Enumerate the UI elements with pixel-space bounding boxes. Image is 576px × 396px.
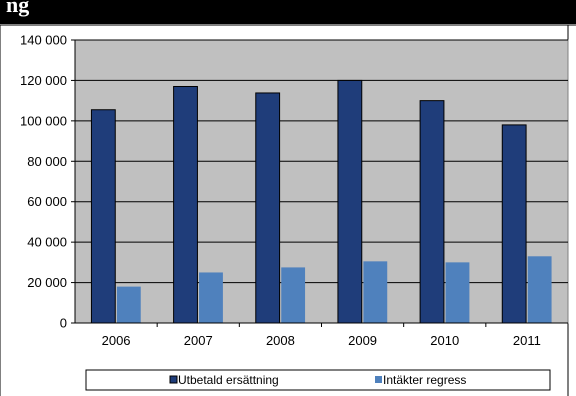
bar-utbetald-ersattning (173, 85, 198, 324)
bars (90, 79, 552, 324)
bar-utbetald-ersattning (501, 124, 527, 324)
y-tick-labels: 0 20 000 40 000 60 000 80 000 100 000 120 000 1… (20, 33, 67, 331)
legend: Utbetald ersättning Intäkter regress (85, 369, 551, 391)
bar-utbetald-ersattning (419, 100, 445, 324)
y-tick-label: 120 000 (20, 73, 67, 88)
y-tick-label: 140 000 (20, 33, 67, 48)
gridlines (75, 39, 568, 284)
x-tick-label: 2009 (348, 333, 377, 348)
legend-swatch (169, 375, 178, 384)
legend-label: Intäkter regress (383, 373, 466, 387)
bar-utbetald-ersattning (337, 79, 363, 324)
bar-utbetald-ersattning (255, 92, 281, 324)
x-tick-label: 2011 (513, 333, 541, 348)
y-tick-label: 60 000 (27, 194, 67, 209)
x-tick-label: 2006 (102, 333, 131, 348)
bar-utbetald-ersattning (90, 109, 116, 324)
legend-label: Utbetald ersättning (178, 373, 279, 387)
bar-intakter-regress (527, 256, 552, 323)
bar-intakter-regress (281, 267, 306, 323)
legend-box (85, 369, 551, 391)
y-tick-label: 0 (60, 316, 67, 331)
header-fragment-text: ng (6, 0, 30, 17)
plot-area (74, 39, 569, 324)
x-tick-labels: 2006 2007 2008 2009 2010 2011 (102, 333, 541, 348)
legend-items: Utbetald ersättning Intäkter regress (169, 373, 466, 387)
x-tick-label: 2007 (184, 333, 213, 348)
axes (71, 39, 568, 327)
bar-intakter-regress (199, 272, 223, 323)
y-tick-label: 80 000 (27, 154, 67, 169)
x-tick-label: 2008 (266, 333, 295, 348)
bar-intakter-regress (116, 286, 141, 323)
legend-swatch (375, 376, 382, 383)
y-tick-label: 100 000 (20, 113, 67, 128)
y-tick-label: 20 000 (27, 275, 67, 290)
bar-intakter-regress (363, 261, 388, 323)
y-tick-label: 40 000 (27, 235, 67, 250)
x-tick-label: 2010 (430, 333, 459, 348)
header-strip: ng (0, 0, 576, 24)
bar-intakter-regress (445, 262, 470, 323)
